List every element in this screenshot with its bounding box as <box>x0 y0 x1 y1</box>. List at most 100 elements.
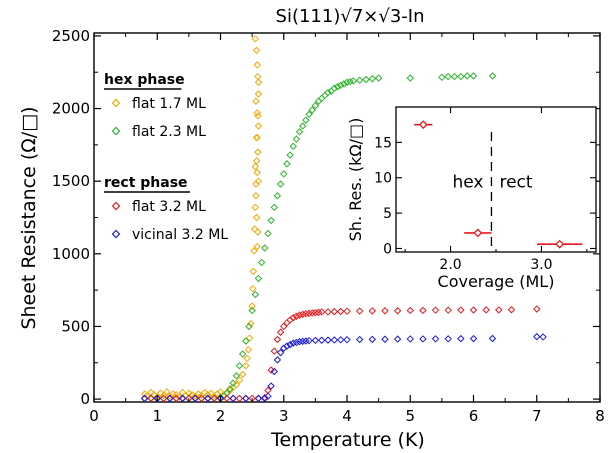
data-point <box>270 203 278 212</box>
data-point <box>252 97 260 105</box>
data-point <box>229 394 237 403</box>
data-point <box>299 122 307 130</box>
y-tick-label: 2000 <box>52 100 90 118</box>
data-point <box>166 394 174 403</box>
data-point <box>533 332 541 341</box>
data-point <box>229 379 237 387</box>
data-point <box>533 305 541 313</box>
data-point <box>368 307 377 315</box>
inset-y-tick-label: 15 <box>374 135 392 151</box>
inset-x-axis-label: Coverage (ML) <box>438 272 555 291</box>
data-point <box>381 335 389 343</box>
data-point <box>311 308 320 317</box>
data-point <box>469 334 478 343</box>
x-tick-label: 1 <box>152 407 162 425</box>
data-point <box>286 151 294 159</box>
data-point <box>249 284 257 293</box>
legend-marker <box>111 229 121 239</box>
data-point <box>444 306 452 314</box>
data-point <box>283 160 291 168</box>
data-point <box>249 267 258 275</box>
x-tick-label: 3 <box>279 407 289 425</box>
data-point <box>343 307 351 315</box>
data-point <box>343 78 351 87</box>
inset-y-tick-label: 5 <box>383 206 392 222</box>
data-point <box>368 335 377 344</box>
data-point <box>305 110 313 119</box>
data-point <box>295 311 304 319</box>
data-point <box>406 335 414 343</box>
data-point <box>226 385 234 393</box>
data-point <box>343 335 351 344</box>
data-point <box>324 88 332 97</box>
data-point <box>330 336 339 344</box>
data-point <box>488 72 497 80</box>
x-tick-label: 5 <box>405 407 415 425</box>
legend-marker <box>111 98 121 108</box>
data-point <box>267 382 275 390</box>
data-point <box>254 274 263 283</box>
data-point <box>238 370 247 379</box>
data-point <box>191 394 199 403</box>
data-point <box>252 192 260 200</box>
data-point <box>250 225 259 233</box>
data-point <box>178 394 187 403</box>
data-point <box>289 142 297 151</box>
data-point <box>295 338 304 346</box>
data-point <box>469 72 478 80</box>
data-point <box>242 394 250 403</box>
data-point <box>243 354 251 363</box>
data-point <box>488 334 497 343</box>
data-point <box>232 380 241 389</box>
data-point <box>144 392 152 400</box>
data-point <box>374 74 383 82</box>
data-point <box>248 302 256 310</box>
series-flat-1-7-ml <box>140 35 263 401</box>
data-point <box>261 244 269 252</box>
inset-frame <box>395 106 597 253</box>
data-point <box>147 394 155 403</box>
legend-entry: flat 1.7 ML <box>132 96 206 112</box>
data-point <box>252 213 261 222</box>
legend-entry: flat 2.3 ML <box>132 124 206 140</box>
data-point <box>254 228 262 236</box>
data-point <box>273 335 282 344</box>
inset-data-point <box>555 239 565 249</box>
data-point <box>457 72 465 81</box>
data-point <box>305 309 313 318</box>
y-tick-label: 2500 <box>52 27 90 45</box>
data-point <box>252 157 261 165</box>
y-tick-label: 1000 <box>52 245 90 263</box>
y-tick-label: 0 <box>80 390 90 408</box>
data-point <box>292 135 301 143</box>
x-tick-label: 6 <box>469 407 479 425</box>
data-point <box>204 391 212 399</box>
data-point <box>308 106 316 114</box>
data-point <box>286 340 294 349</box>
inset-chart: 2.0 3.0 0 5 10 15 Coverage (ML) Sh. Res. (kΩ/□)… <box>346 106 597 291</box>
data-point <box>244 345 253 354</box>
x-tick-label: 8 <box>595 407 605 425</box>
legend-heading: hex phase <box>104 72 185 88</box>
data-point <box>235 394 244 403</box>
data-point <box>254 78 263 87</box>
data-point <box>362 75 370 84</box>
data-point <box>253 61 261 69</box>
data-point <box>289 314 297 322</box>
data-point <box>264 392 272 400</box>
data-point <box>299 310 307 319</box>
data-point <box>245 322 253 331</box>
data-point <box>242 361 250 370</box>
data-point <box>280 322 288 331</box>
legend-entry: flat 3.2 ML <box>132 199 206 215</box>
data-point <box>159 391 168 400</box>
data-point <box>163 388 171 396</box>
data-point <box>254 72 262 81</box>
x-axis: 0 1 2 3 4 5 6 7 8 <box>89 33 605 425</box>
data-point <box>495 306 503 314</box>
data-point <box>431 335 440 343</box>
data-point <box>330 84 339 92</box>
data-point <box>340 80 348 88</box>
data-point <box>251 290 259 299</box>
data-point <box>273 192 282 200</box>
